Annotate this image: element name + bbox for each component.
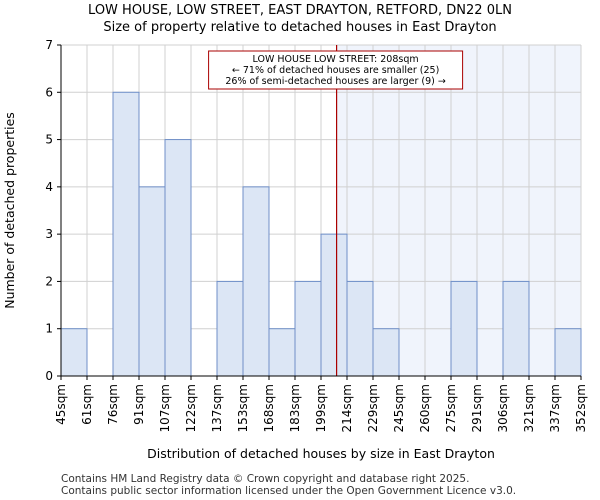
x-tick-label: 107sqm xyxy=(158,384,172,432)
annotation-line: ← 71% of detached houses are smaller (25… xyxy=(232,65,439,76)
x-tick-label: 291sqm xyxy=(470,384,484,432)
x-tick-label: 76sqm xyxy=(106,384,120,425)
x-tick-label: 168sqm xyxy=(262,384,276,432)
x-tick-label: 61sqm xyxy=(80,384,94,425)
y-tick-label: 2 xyxy=(45,274,53,288)
x-tick-label: 275sqm xyxy=(444,384,458,432)
bar xyxy=(60,328,88,377)
x-tick-label: 352sqm xyxy=(574,384,588,432)
y-tick-label: 3 xyxy=(45,227,53,241)
bar xyxy=(112,91,140,377)
x-tick-label: 199sqm xyxy=(314,384,328,432)
footer-line-2: Contains public sector information licen… xyxy=(61,485,517,497)
bar xyxy=(216,280,244,377)
bar xyxy=(320,233,348,377)
x-tick-label: 321sqm xyxy=(522,384,536,432)
x-tick-label: 153sqm xyxy=(236,384,250,432)
y-tick-label: 6 xyxy=(45,85,53,99)
bar xyxy=(268,328,296,377)
chart-subtitle: Size of property relative to detached ho… xyxy=(103,20,497,35)
footer-line-1: Contains HM Land Registry data © Crown c… xyxy=(61,473,470,485)
bar xyxy=(450,280,478,377)
bar xyxy=(242,186,270,377)
bar xyxy=(164,139,192,377)
bar xyxy=(294,280,322,377)
x-tick-label: 245sqm xyxy=(392,384,406,432)
x-tick-label: 337sqm xyxy=(548,384,562,432)
y-tick-label: 5 xyxy=(45,133,53,147)
annotation-box xyxy=(208,50,464,90)
x-axis-label: Distribution of detached houses by size … xyxy=(147,446,495,461)
x-tick-label: 91sqm xyxy=(132,384,146,425)
x-tick-label: 137sqm xyxy=(210,384,224,432)
y-tick-label: 7 xyxy=(45,38,53,52)
x-tick-label: 45sqm xyxy=(54,384,68,425)
x-tick-label: 229sqm xyxy=(366,384,380,432)
x-tick-label: 122sqm xyxy=(184,384,198,432)
y-tick-label: 4 xyxy=(45,180,53,194)
bar xyxy=(138,186,166,377)
y-axis-label: Number of detached properties xyxy=(2,112,17,309)
bar xyxy=(346,280,374,377)
x-tick-label: 183sqm xyxy=(288,384,302,432)
y-tick-label: 1 xyxy=(45,322,53,336)
bar xyxy=(554,328,582,377)
bar xyxy=(502,280,530,377)
x-tick-label: 260sqm xyxy=(418,384,432,432)
chart-title: LOW HOUSE, LOW STREET, EAST DRAYTON, RET… xyxy=(88,3,512,18)
x-tick-label: 306sqm xyxy=(496,384,510,432)
bar xyxy=(372,328,400,377)
y-tick-label: 0 xyxy=(45,369,53,383)
x-tick-label: 214sqm xyxy=(340,384,354,432)
annotation-line: 26% of semi-detached houses are larger (… xyxy=(225,76,445,87)
annotation-line: LOW HOUSE LOW STREET: 208sqm xyxy=(253,54,419,65)
